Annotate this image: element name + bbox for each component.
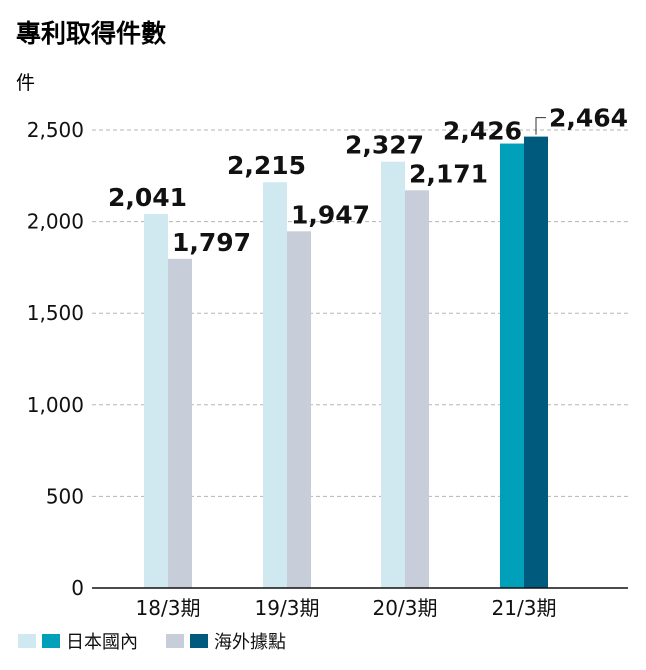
chart-title: 專利取得件數 (16, 19, 166, 48)
legend: 日本國內 海外據點 (18, 632, 286, 653)
data-label: 2,327 (345, 131, 424, 160)
bar (405, 190, 429, 588)
data-labels: 2,041 2,215 2,327 2,426 1,797 1,947 2,171 2,464 (108, 104, 628, 257)
data-label: 2,041 (108, 183, 187, 212)
legend-label: 海外據點 (214, 632, 286, 653)
y-axis-ticks: 0 500 1,000 1,500 2,000 2,500 (27, 118, 84, 600)
label-leader-line (535, 117, 546, 135)
legend-swatch (166, 634, 184, 648)
bar (524, 136, 548, 588)
x-axis-ticks: 18/3期 19/3期 20/3期 21/3期 (136, 596, 557, 620)
x-tick-label: 21/3期 (492, 596, 557, 620)
y-tick-label: 1,500 (27, 301, 84, 325)
x-tick-label: 18/3期 (136, 596, 201, 620)
bar (144, 214, 168, 588)
data-label: 2,215 (227, 151, 306, 180)
bar (381, 161, 405, 588)
data-label: 2,426 (443, 117, 522, 146)
x-tick-label: 20/3期 (373, 596, 438, 620)
y-tick-label: 2,500 (27, 118, 84, 142)
bar (287, 231, 311, 588)
y-tick-label: 500 (46, 484, 84, 508)
data-label: 1,947 (291, 200, 370, 229)
legend-swatch (42, 634, 60, 648)
x-tick-label: 19/3期 (255, 596, 320, 620)
data-label: 2,171 (409, 159, 488, 188)
y-axis-unit: 件 (16, 72, 35, 94)
y-tick-label: 0 (71, 576, 84, 600)
legend-swatch (18, 634, 36, 648)
bar (263, 182, 287, 588)
grid-lines (92, 129, 628, 497)
data-label: 1,797 (172, 228, 251, 257)
data-label: 2,464 (549, 104, 628, 133)
legend-swatch (190, 634, 208, 648)
y-tick-label: 1,000 (27, 393, 84, 417)
bars (144, 136, 548, 588)
legend-label: 日本國內 (66, 632, 138, 653)
bar (168, 258, 192, 588)
y-tick-label: 2,000 (27, 210, 84, 234)
bar (500, 143, 524, 588)
